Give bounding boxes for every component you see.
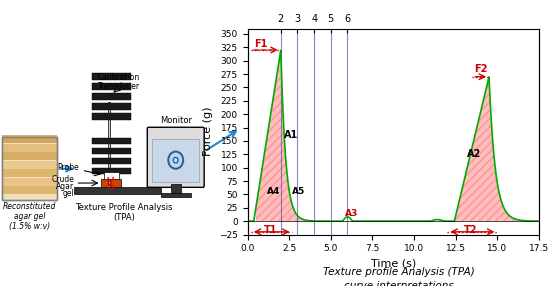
Bar [91, 103, 131, 110]
Text: (TPA): (TPA) [113, 213, 135, 222]
Text: A1: A1 [284, 130, 299, 140]
Text: Probe: Probe [57, 163, 79, 172]
Bar [170, 184, 180, 194]
Bar [3, 178, 57, 186]
Bar [91, 168, 131, 174]
Bar [91, 113, 131, 120]
Text: T2: T2 [464, 225, 477, 235]
Text: Reconstituted: Reconstituted [3, 202, 57, 211]
Text: agar gel: agar gel [14, 212, 46, 221]
Bar [91, 158, 131, 164]
Bar [91, 93, 131, 100]
FancyBboxPatch shape [147, 127, 204, 187]
Bar [3, 169, 57, 177]
Bar [91, 138, 131, 144]
Text: curve interpretations: curve interpretations [344, 281, 454, 286]
Text: Agar: Agar [56, 182, 74, 191]
Text: Texture profile Analysis (TPA): Texture profile Analysis (TPA) [323, 267, 475, 277]
Bar [101, 179, 121, 187]
Bar [3, 137, 57, 200]
Bar [3, 152, 57, 160]
Text: Calibration: Calibration [98, 73, 140, 82]
Text: F2: F2 [474, 64, 487, 74]
Bar [3, 135, 57, 143]
Y-axis label: Force (g): Force (g) [204, 107, 213, 156]
Bar [74, 187, 161, 194]
Text: A2: A2 [468, 149, 482, 159]
Text: Texture Profile Analysis: Texture Profile Analysis [75, 203, 173, 212]
Text: A3: A3 [345, 209, 358, 218]
Bar [161, 193, 190, 197]
X-axis label: Time (s): Time (s) [371, 259, 416, 269]
Bar [104, 172, 119, 179]
Bar [91, 83, 131, 90]
Bar [108, 102, 110, 187]
Text: T1: T1 [264, 225, 278, 235]
Bar [3, 161, 57, 169]
Bar [91, 148, 131, 154]
Text: A5: A5 [292, 187, 305, 196]
Text: Transducer: Transducer [98, 82, 140, 91]
Bar [91, 73, 131, 80]
Bar [3, 186, 57, 194]
Text: Crude: Crude [51, 175, 74, 184]
Text: Monitor: Monitor [160, 116, 192, 125]
FancyBboxPatch shape [3, 137, 57, 200]
Bar [152, 139, 199, 182]
Text: gel: gel [63, 189, 74, 198]
Text: A4: A4 [267, 187, 280, 196]
Text: (1.5% w:v): (1.5% w:v) [9, 222, 50, 231]
Text: F1: F1 [254, 39, 267, 49]
Bar [3, 144, 57, 152]
